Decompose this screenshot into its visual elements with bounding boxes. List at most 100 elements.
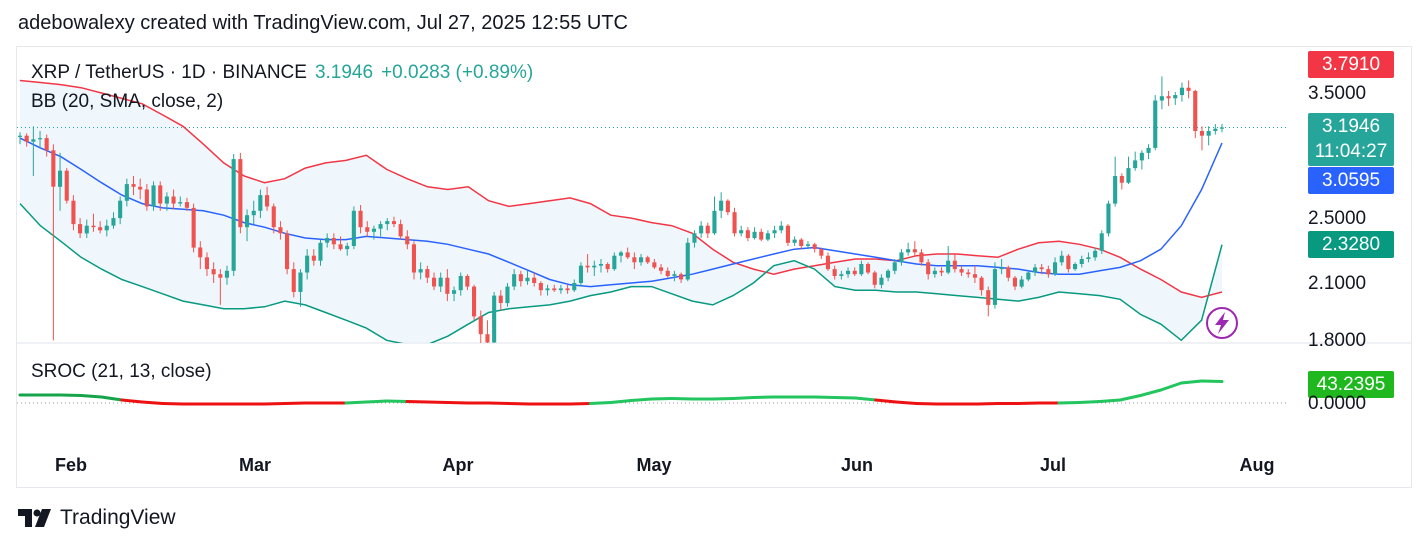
candle-body [298, 272, 303, 292]
candle-body [44, 138, 49, 151]
candle-body [892, 262, 897, 271]
candle [919, 249, 924, 266]
alert-lightning-icon [1206, 307, 1238, 339]
sroc-segment [1016, 401, 1041, 405]
candle-body [224, 270, 229, 278]
candle [1113, 156, 1118, 207]
candle-body [879, 277, 884, 285]
candle [1006, 265, 1011, 282]
candle [265, 186, 270, 211]
y-tick-label: 2.1000 [1308, 273, 1367, 294]
candle-body [919, 252, 924, 263]
candle [325, 233, 330, 248]
candle-body [258, 195, 263, 211]
candle [271, 203, 276, 234]
candle [204, 252, 209, 276]
candle-body [104, 225, 109, 231]
candle-body [191, 207, 196, 248]
candle-body [886, 270, 891, 278]
tradingview-brand: TradingView [60, 506, 176, 529]
candle [1193, 89, 1198, 139]
candle [191, 203, 196, 253]
candle [485, 320, 490, 343]
candle [458, 272, 463, 296]
bb-upper-badge: 3.7910 [1308, 51, 1394, 78]
candle-body [198, 247, 203, 258]
candle [1033, 264, 1038, 276]
candle-body [1139, 152, 1144, 161]
candle-body [759, 231, 764, 240]
candle-body [906, 249, 911, 253]
candle [825, 252, 830, 271]
candle [799, 238, 804, 250]
candle-body [84, 225, 89, 234]
candle-body [472, 286, 477, 317]
candle-body [184, 202, 189, 208]
x-tick-label: Aug [1239, 455, 1275, 475]
candle-body [518, 274, 523, 282]
candle-body [238, 159, 243, 228]
candle [699, 221, 704, 239]
candle [618, 250, 623, 263]
candle-body [1053, 262, 1058, 275]
sroc-segment [405, 400, 429, 404]
sroc-segment [650, 397, 674, 401]
candle-body [1006, 267, 1011, 278]
tradingview-logo[interactable]: TradingView [18, 506, 176, 530]
candle-body [585, 265, 590, 268]
candle-body [699, 225, 704, 234]
candle-body [204, 257, 209, 270]
bb-legend[interactable]: BB (20, SMA, close, 2) [31, 91, 223, 113]
candle [1059, 250, 1064, 266]
candle-body [612, 255, 617, 270]
bb-label: BB (20, SMA, close, 2) [31, 91, 224, 112]
sroc-segment [1200, 379, 1224, 383]
candle [1019, 275, 1024, 289]
candle [1199, 126, 1204, 151]
candle-body [538, 283, 543, 291]
candle-body [752, 231, 757, 238]
candle [1079, 255, 1084, 268]
candle [792, 236, 797, 246]
candle-body [31, 139, 36, 142]
candle [1206, 126, 1211, 146]
candle-body [305, 255, 310, 273]
sroc-segment [894, 400, 918, 405]
candle [345, 242, 350, 256]
candle [51, 144, 56, 341]
candle-body [932, 270, 937, 275]
candle [144, 184, 149, 211]
candle-body [425, 269, 430, 278]
candle [739, 225, 744, 237]
candle-body [1099, 233, 1104, 251]
candle [1186, 80, 1191, 99]
symbol-title: XRP / TetherUS · 1D · BINANCE [31, 62, 307, 83]
candle [832, 265, 837, 280]
sroc-legend[interactable]: SROC (21, 13, close) [31, 361, 212, 383]
candle [839, 270, 844, 280]
candle [765, 230, 770, 242]
candle [932, 267, 937, 278]
candle-body [1159, 96, 1164, 101]
candle [1173, 91, 1178, 105]
candle [218, 269, 223, 305]
candle [665, 267, 670, 278]
candle-body [1213, 128, 1218, 131]
candle-body [679, 274, 684, 280]
candle [992, 262, 997, 309]
sroc-segment [751, 395, 776, 399]
y-tick-label: 1.8000 [1308, 330, 1367, 351]
x-tick-label: Jul [1039, 455, 1067, 475]
sroc-segment [59, 393, 83, 397]
candle [605, 262, 610, 273]
candle-body [218, 274, 223, 278]
candle [772, 225, 777, 239]
candle [812, 242, 817, 253]
candle-body [158, 185, 163, 204]
candle-body [812, 244, 817, 250]
symbol-legend[interactable]: XRP / TetherUS · 1D · BINANCE 3.1946 +0.02… [31, 62, 533, 84]
candle-body [859, 264, 864, 275]
sroc-segment [446, 401, 470, 405]
candle [285, 230, 290, 275]
